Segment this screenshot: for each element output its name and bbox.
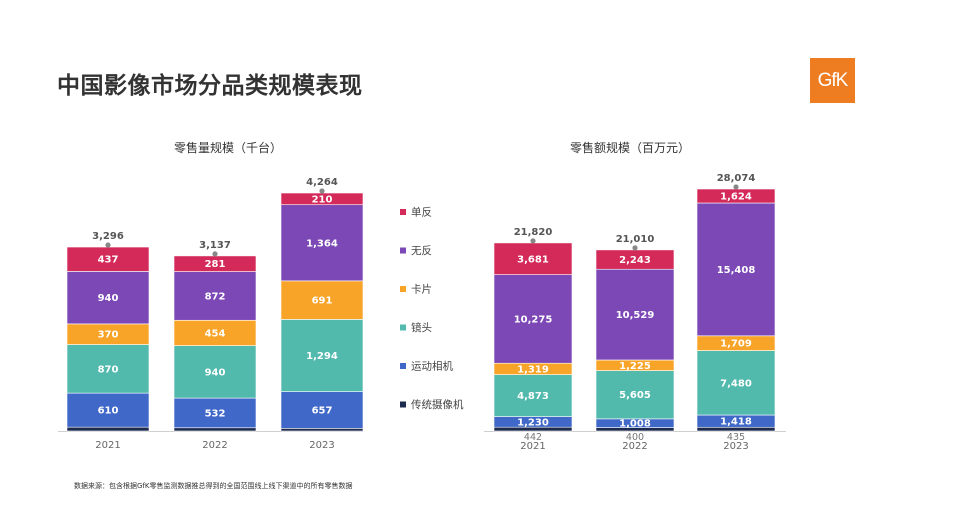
legend-label-传统摄像机: 传统摄像机 [411,398,464,411]
value-data-label: 3,681 [517,254,549,265]
value-total-marker [733,184,739,190]
value-data-label: 10,275 [514,314,553,325]
value-bar-2023-镜头 [696,350,776,416]
volume-x-tick-label: 2021 [95,440,120,451]
value-bar-2023-传统摄像机 [696,426,776,432]
value-x-tick-label: 2021 [520,441,545,452]
value-chart-title: 零售额规模（百万元） [570,140,690,155]
value-total-marker [632,245,638,251]
volume-total-label: 4,264 [306,177,338,188]
volume-bar-2021-镜头 [66,344,150,394]
legend-label-镜头: 镜头 [411,321,432,334]
volume-chart-title: 零售量规模（千台） [174,140,282,155]
volume-bar-2023-无反 [280,204,364,282]
legend-swatch-运动相机 [400,363,406,369]
volume-data-label: 610 [98,406,119,417]
volume-bar-2022-卡片 [173,319,257,346]
volume-data-label: 1,364 [306,238,338,249]
volume-total-marker [212,251,218,257]
volume-bar-2021-传统摄像机 [66,426,150,432]
source-footnote: 数据来源：包含根据GfK零售监测数据推总得到的全国范围线上线下渠道中的所有零售数… [74,482,353,490]
volume-bar-2021-单反 [66,246,150,272]
value-data-label: 4,873 [517,391,549,402]
value-data-label: 442 [524,432,542,443]
value-data-label: 10,529 [616,310,655,321]
volume-x-tick-label: 2023 [309,440,334,451]
value-data-label: 2,243 [619,255,651,266]
page-title: 中国影像市场分品类规模表现 [57,73,363,99]
value-bar-2021-无反 [493,274,573,364]
value-data-label: 1,225 [619,361,651,372]
legend-label-运动相机: 运动相机 [411,360,453,373]
volume-x-tick-label: 2022 [202,440,227,451]
volume-bar-2023-镜头 [280,319,364,392]
volume-data-label: 657 [312,405,333,416]
volume-data-label: 210 [312,194,333,205]
value-total-label: 28,074 [717,173,756,184]
value-bar-2022-无反 [595,268,675,361]
volume-bar-2023-卡片 [280,280,364,320]
volume-bar-2022-镜头 [173,345,257,399]
value-data-label: 1,418 [720,417,752,428]
value-total-marker [530,238,536,244]
volume-total-marker [105,242,111,248]
legend-label-无反: 无反 [411,245,432,257]
value-bar-2022-镜头 [595,370,675,420]
volume-data-label: 437 [98,255,119,266]
legend-label-单反: 单反 [411,207,432,219]
volume-data-label: 940 [205,367,226,378]
value-total-label: 21,820 [514,227,553,238]
volume-total-marker [319,188,325,194]
value-data-label: 1,709 [720,339,752,350]
value-x-tick-label: 2022 [622,441,647,452]
volume-data-label: 370 [98,330,119,341]
value-data-label: 5,605 [619,390,651,401]
value-total-label: 21,010 [616,234,655,245]
volume-data-label: 870 [98,364,119,375]
value-data-label: 1,624 [720,191,752,202]
volume-bar-2022-传统摄像机 [173,427,257,432]
volume-data-label: 1,294 [306,351,338,362]
value-data-label: 435 [727,432,745,443]
legend-swatch-无反 [400,247,406,254]
value-data-label: 1,319 [517,364,549,375]
value-x-tick-label: 2023 [723,441,748,452]
volume-data-label: 454 [205,328,226,339]
volume-data-label: 281 [205,259,226,270]
gfk-logo: GfK [810,58,855,103]
legend-swatch-卡片 [400,286,406,292]
volume-bar-2023-运动相机 [280,391,364,429]
value-data-label: 1,008 [619,419,651,430]
volume-bar-2022-运动相机 [173,397,257,429]
value-data-label: 1,230 [517,417,549,428]
volume-total-label: 3,296 [92,231,124,242]
volume-bar-2021-无反 [66,271,150,325]
legend-label-卡片: 卡片 [411,283,432,296]
volume-bar-2023-传统摄像机 [280,428,364,432]
legend-swatch-单反 [400,209,406,215]
legend-swatch-传统摄像机 [400,401,406,408]
value-data-label: 15,408 [717,265,756,276]
volume-data-label: 940 [98,293,119,304]
value-bar-2021-单反 [493,242,573,275]
volume-data-label: 532 [205,408,226,419]
volume-total-label: 3,137 [199,240,231,251]
value-data-label: 400 [626,432,644,443]
legend-swatch-镜头 [400,324,406,331]
volume-data-label: 872 [205,291,226,302]
volume-bar-2022-无反 [173,271,257,321]
volume-data-label: 691 [312,296,333,307]
value-data-label: 7,480 [720,378,752,389]
